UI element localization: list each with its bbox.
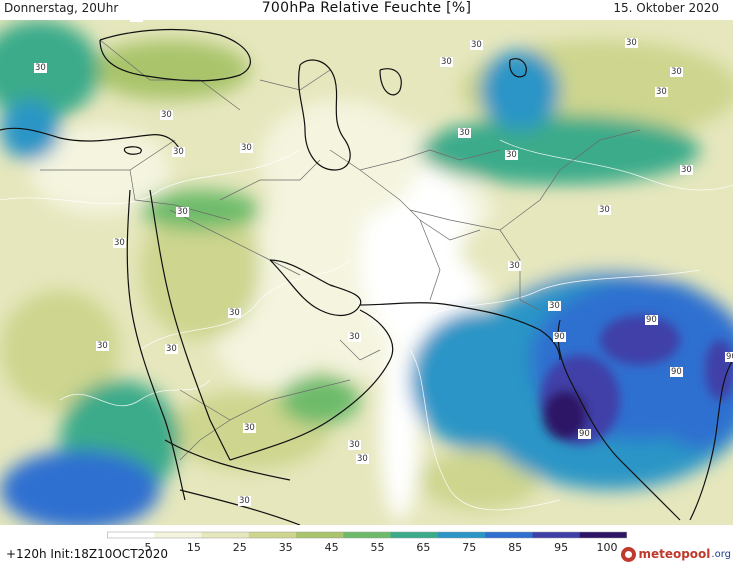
colorbar-segment <box>437 532 486 538</box>
colorbar-label: 100 <box>596 541 618 554</box>
colorbar-label: 5 <box>144 541 152 554</box>
colorbar-label: 15 <box>186 541 201 554</box>
colorbar-segment <box>532 532 581 538</box>
logo-name: meteopool <box>638 547 711 561</box>
colorbar-segment <box>390 532 439 538</box>
coastlines <box>0 28 733 525</box>
colorbar-segment <box>579 532 627 538</box>
colorbar-label: 45 <box>324 541 339 554</box>
colorbar-label: 95 <box>554 541 569 554</box>
map-title: 700hPa Relative Feuchte [%] <box>261 0 472 16</box>
colorbar-segment <box>201 532 250 538</box>
logo-tld: .org <box>711 548 731 560</box>
meteopool-logo-icon <box>621 546 637 562</box>
colorbar-label: 75 <box>462 541 477 554</box>
humidity-field <box>0 20 733 525</box>
colorbar-label: 65 <box>416 541 431 554</box>
contour-lines <box>0 139 733 511</box>
map-footer: 5 15 25 35 45 55 65 75 85 95 100 +120h Init:18Z10O… <box>0 525 733 566</box>
colorbar-segment <box>485 532 533 538</box>
colorbar-label: 25 <box>232 541 247 554</box>
colorbar-segment <box>296 532 344 538</box>
date-label: 15. Oktober 2020 <box>613 1 719 15</box>
colorbar-segment <box>107 532 155 538</box>
meteopool-logo[interactable]: meteopool .org <box>621 545 731 563</box>
humidity-map[interactable] <box>0 20 733 525</box>
colorbar-label: 55 <box>370 541 385 554</box>
map-header: Donnerstag, 20Uhr 700hPa Relative Feucht… <box>0 0 733 20</box>
init-time-label: +120h Init:18Z10OCT2020 <box>6 547 169 561</box>
valid-time-label: Donnerstag, 20Uhr <box>4 1 119 15</box>
colorbar <box>107 531 627 539</box>
colorbar-segment <box>248 532 297 538</box>
colorbar-segment <box>343 532 392 538</box>
colorbar-outline <box>107 531 627 539</box>
colorbar-segment <box>154 532 203 538</box>
colorbar-label: 35 <box>278 541 293 554</box>
colorbar-label: 85 <box>508 541 523 554</box>
